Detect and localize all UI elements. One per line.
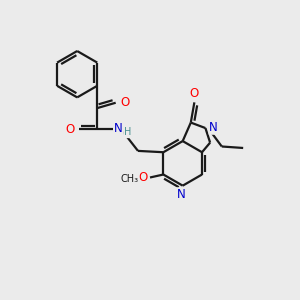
Text: N: N xyxy=(114,122,123,134)
Text: H: H xyxy=(124,128,132,137)
Text: N: N xyxy=(177,188,186,201)
Text: O: O xyxy=(120,96,129,109)
Text: CH₃: CH₃ xyxy=(121,174,139,184)
Text: O: O xyxy=(190,87,199,100)
Text: O: O xyxy=(139,171,148,184)
Text: N: N xyxy=(209,121,218,134)
Text: O: O xyxy=(65,123,74,136)
